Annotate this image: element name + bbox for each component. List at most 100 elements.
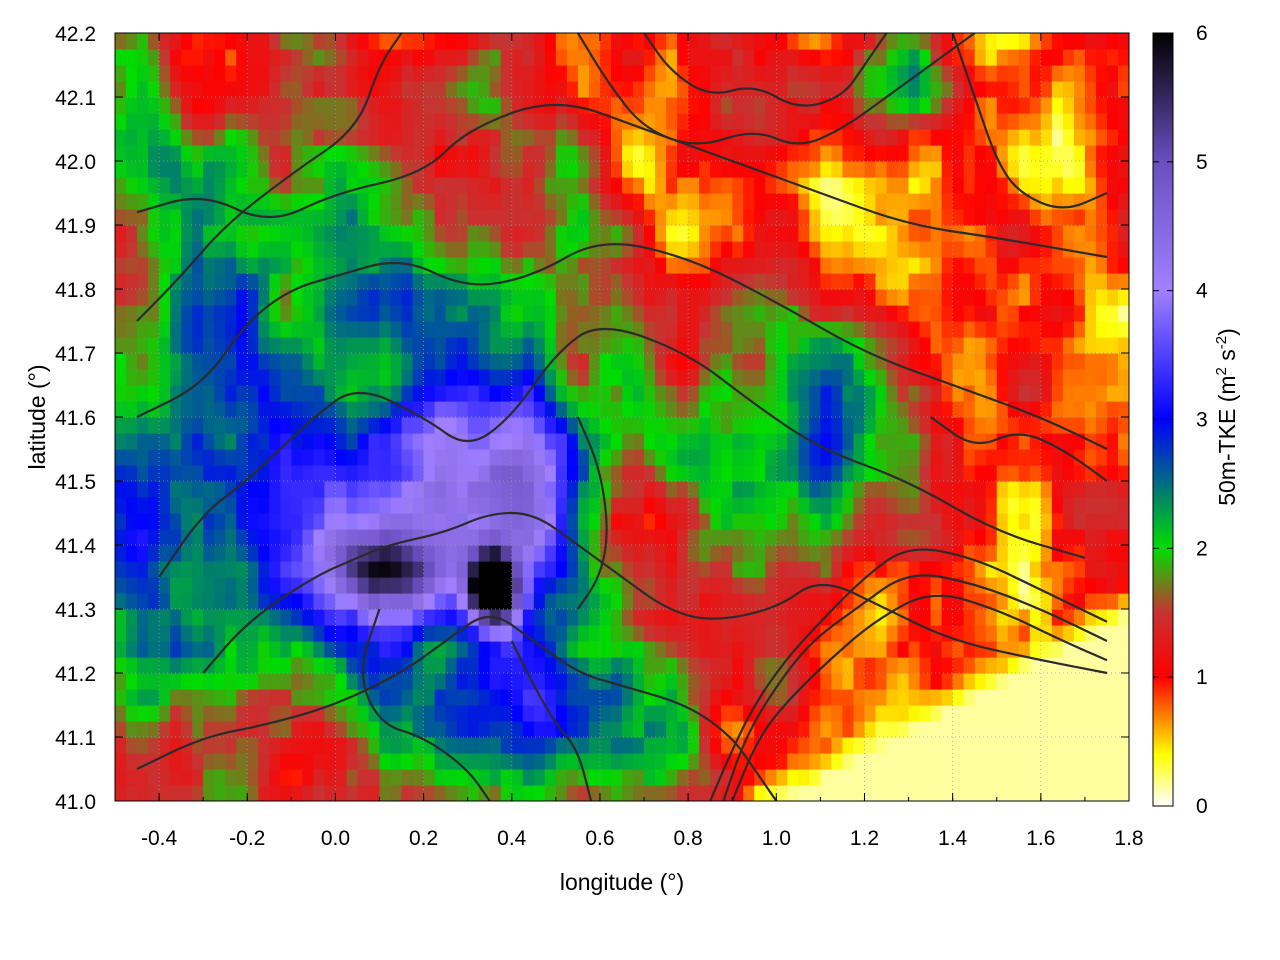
- heatmap-cell: [996, 241, 1009, 258]
- heatmap-cell: [599, 193, 612, 210]
- heatmap-cell: [864, 273, 877, 290]
- heatmap-cell: [1040, 129, 1053, 146]
- heatmap-cell: [423, 753, 436, 770]
- heatmap-cell: [677, 305, 689, 322]
- heatmap-cell: [434, 225, 447, 242]
- heatmap-cell: [1007, 305, 1020, 322]
- heatmap-cell: [1051, 737, 1064, 754]
- heatmap-cell: [688, 705, 700, 722]
- heatmap-cell: [522, 593, 535, 610]
- heatmap-cell: [159, 673, 171, 690]
- heatmap-cell: [798, 177, 810, 194]
- heatmap-cell: [313, 497, 326, 514]
- heatmap-cell: [335, 113, 348, 130]
- heatmap-cell: [1095, 721, 1108, 738]
- heatmap-cell: [875, 401, 888, 418]
- heatmap-cell: [853, 353, 866, 370]
- heatmap-cell: [522, 545, 535, 562]
- y-tick-label: 41.9: [55, 215, 96, 238]
- heatmap-cell: [247, 273, 259, 290]
- heatmap-cell: [1084, 481, 1097, 498]
- heatmap-cell: [622, 385, 634, 402]
- heatmap-cell: [346, 129, 359, 146]
- heatmap-cell: [599, 721, 612, 738]
- heatmap-cell: [765, 97, 777, 114]
- heatmap-cell: [247, 657, 259, 674]
- heatmap-cell: [390, 305, 403, 322]
- heatmap-cell: [291, 753, 303, 770]
- heatmap-cell: [302, 129, 314, 146]
- heatmap-cell: [1062, 785, 1075, 801]
- heatmap-cell: [919, 689, 932, 706]
- heatmap-cell: [721, 49, 733, 66]
- heatmap-cell: [831, 417, 844, 434]
- heatmap-cell: [511, 289, 524, 306]
- heatmap-cell: [908, 97, 921, 114]
- heatmap-cell: [610, 161, 623, 178]
- heatmap-cell: [699, 673, 711, 690]
- heatmap-cell: [974, 65, 987, 82]
- heatmap-cell: [897, 689, 910, 706]
- heatmap-cell: [1062, 321, 1075, 338]
- heatmap-cell: [787, 65, 799, 82]
- heatmap-cell: [181, 49, 193, 66]
- heatmap-cell: [489, 193, 502, 210]
- heatmap-cell: [754, 321, 766, 338]
- heatmap-cell: [798, 529, 810, 546]
- heatmap-cell: [247, 369, 259, 386]
- heatmap-cell: [919, 65, 932, 82]
- heatmap-cell: [159, 769, 171, 786]
- heatmap-cell: [203, 785, 215, 801]
- heatmap-cell: [809, 529, 821, 546]
- heatmap-cell: [787, 305, 799, 322]
- heatmap-cell: [170, 97, 182, 114]
- heatmap-cell: [379, 753, 392, 770]
- heatmap-cell: [467, 97, 480, 114]
- heatmap-cell: [225, 225, 237, 242]
- heatmap-cell: [897, 465, 910, 482]
- heatmap-cell: [886, 225, 899, 242]
- heatmap-cell: [622, 241, 634, 258]
- heatmap-cell: [908, 721, 921, 738]
- heatmap-cell: [875, 417, 888, 434]
- heatmap-cell: [368, 273, 381, 290]
- heatmap-cell: [974, 113, 987, 130]
- heatmap-cell: [357, 545, 370, 562]
- heatmap-cell: [302, 145, 314, 162]
- heatmap-cell: [544, 513, 557, 530]
- heatmap-cell: [666, 49, 678, 66]
- heatmap-cell: [952, 33, 965, 50]
- heatmap-cell: [401, 145, 414, 162]
- heatmap-cell: [644, 177, 656, 194]
- heatmap-cell: [302, 225, 314, 242]
- heatmap-cell: [732, 385, 744, 402]
- heatmap-cell: [225, 433, 237, 450]
- heatmap-cell: [170, 497, 182, 514]
- heatmap-cell: [170, 321, 182, 338]
- heatmap-cell: [412, 433, 425, 450]
- heatmap-cell: [1062, 705, 1075, 722]
- heatmap-cell: [809, 113, 821, 130]
- heatmap-cell: [1095, 561, 1108, 578]
- heatmap-cell: [666, 705, 678, 722]
- heatmap-cell: [401, 705, 414, 722]
- heatmap-cell: [1007, 753, 1020, 770]
- heatmap-cell: [1095, 113, 1108, 130]
- heatmap-cell: [588, 209, 601, 226]
- heatmap-cell: [137, 257, 149, 274]
- heatmap-cell: [236, 433, 248, 450]
- heatmap-cell: [137, 497, 149, 514]
- heatmap-cell: [952, 689, 965, 706]
- heatmap-cell: [1073, 753, 1086, 770]
- heatmap-cell: [192, 193, 204, 210]
- heatmap-cell: [930, 353, 943, 370]
- heatmap-cell: [489, 177, 502, 194]
- heatmap-cell: [324, 241, 337, 258]
- heatmap-cell: [1106, 657, 1119, 674]
- heatmap-cell: [1029, 385, 1042, 402]
- heatmap-cell: [765, 65, 777, 82]
- heatmap-cell: [610, 641, 623, 658]
- heatmap-cell: [412, 225, 425, 242]
- heatmap-cell: [137, 241, 149, 258]
- heatmap-cell: [754, 33, 766, 50]
